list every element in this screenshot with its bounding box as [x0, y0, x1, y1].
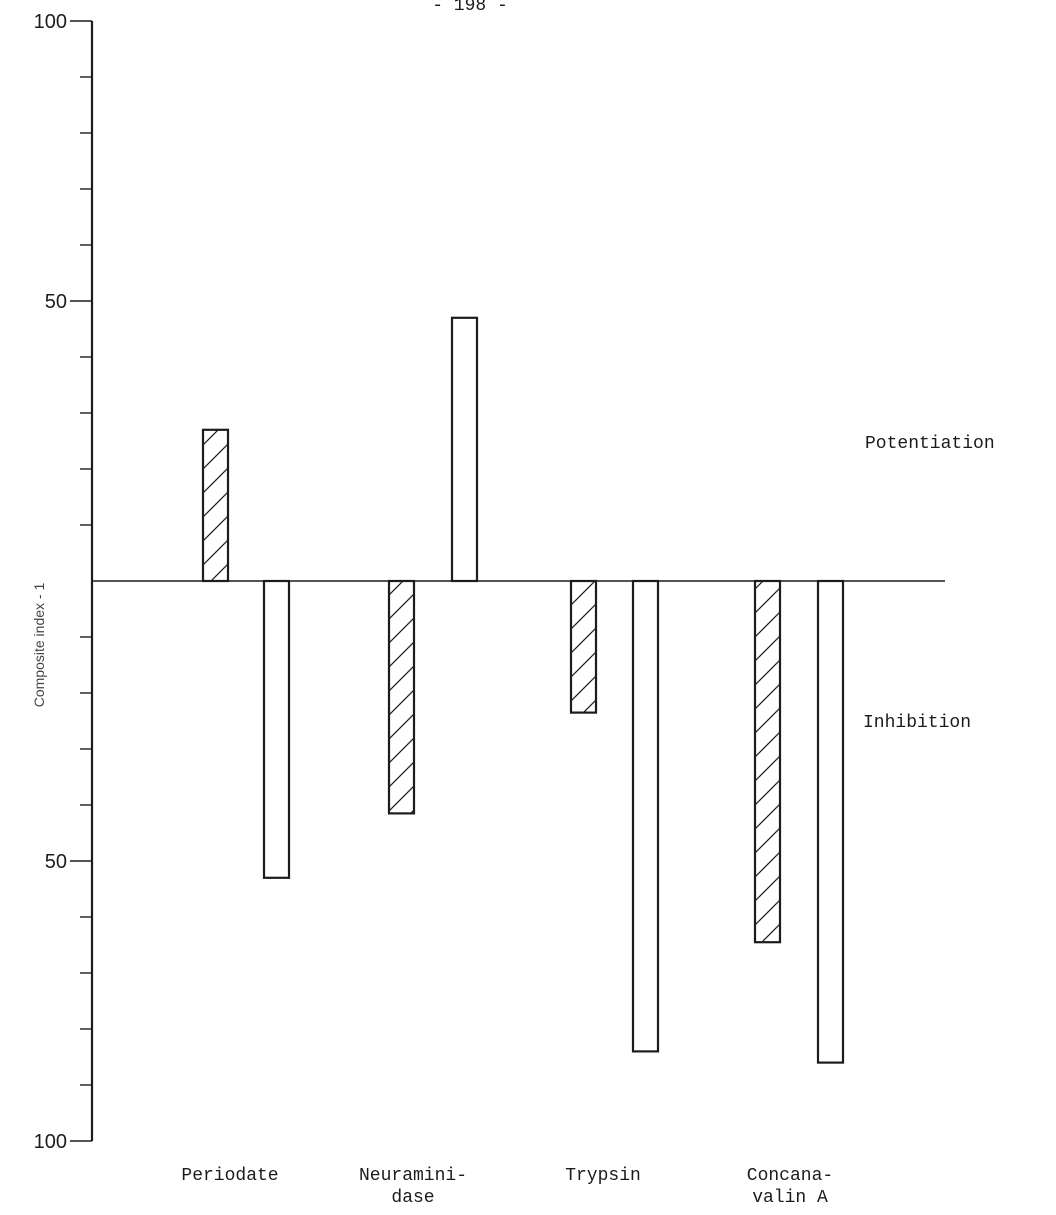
- annotation-potentiation: Potentiation: [865, 434, 995, 454]
- bar-hatched: [753, 579, 782, 944]
- category-labels: Periodate Neuramini-dase Trypsin Concana-va…: [181, 1166, 833, 1208]
- y-tick-label: 100: [34, 11, 67, 33]
- category-label: Neuramini-dase: [359, 1166, 467, 1208]
- category-label: Periodate: [181, 1166, 278, 1186]
- page-number: - 198 -: [432, 0, 508, 16]
- axes: [90, 21, 945, 1141]
- bar-open: [450, 316, 479, 583]
- y-axis-label: Composite index - 1: [31, 583, 47, 708]
- bar-open: [816, 579, 845, 1064]
- annotation-inhibition: Inhibition: [863, 713, 971, 733]
- bar-open: [262, 579, 291, 879]
- category-label: Concana-valin A: [747, 1166, 833, 1208]
- y-tick-label: 50: [45, 851, 67, 873]
- y-ticks: 100 50 50 100: [34, 11, 92, 1153]
- bar-hatched: [387, 579, 416, 815]
- bar-hatched: [201, 428, 230, 583]
- bars: [201, 316, 845, 1064]
- category-label: Trypsin: [565, 1166, 641, 1186]
- y-tick-label: 100: [34, 1131, 67, 1153]
- y-tick-label: 50: [45, 291, 67, 313]
- bar-open: [631, 579, 660, 1053]
- bar-hatched: [569, 579, 598, 714]
